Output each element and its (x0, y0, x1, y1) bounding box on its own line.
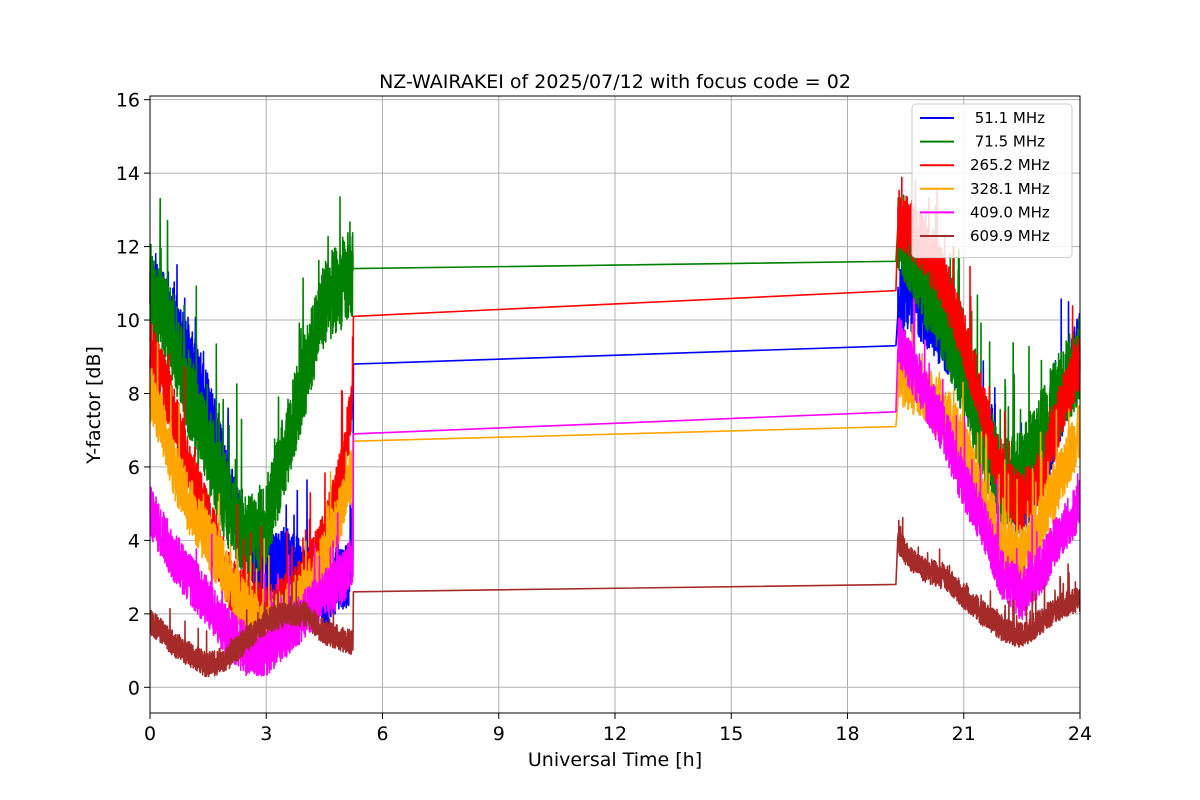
x-axis-label: Universal Time [h] (528, 749, 702, 771)
y-tick-label: 8 (128, 383, 140, 405)
x-tick-label: 15 (719, 723, 743, 745)
y-tick-label: 4 (128, 530, 140, 552)
y-tick-label: 2 (128, 604, 140, 626)
x-tick-label: 12 (603, 723, 627, 745)
y-tick-label: 16 (116, 90, 140, 112)
series-line-409-0-mhz (149, 297, 1081, 677)
legend-label-328-1-mhz: 328.1 MHz (970, 180, 1050, 198)
y-tick-label: 6 (128, 457, 140, 479)
y-tick-label: 12 (116, 237, 140, 259)
legend: 51.1 MHz 71.5 MHz 265.2 MHz 328.1 MHz 409.0… (911, 103, 1073, 259)
x-tick-label: 18 (835, 723, 859, 745)
x-tick-label: 0 (144, 723, 156, 745)
x-tick-label: 3 (260, 723, 272, 745)
y-tick-label: 14 (116, 163, 140, 185)
y-tick-label: 10 (116, 310, 140, 332)
series-line-609-9-mhz (149, 516, 1081, 678)
legend-label-51-1-mhz: 51.1 MHz (970, 109, 1045, 127)
legend-label-609-9-mhz: 609.9 MHz (970, 227, 1050, 245)
series-layer (149, 176, 1081, 678)
y-tick-label: 0 (128, 677, 140, 699)
x-tick-label: 6 (376, 723, 388, 745)
x-tick-label: 9 (493, 723, 505, 745)
legend-label-409-0-mhz: 409.0 MHz (970, 203, 1050, 221)
x-tick-label: 21 (952, 723, 976, 745)
y-axis-label: Y-factor [dB] (83, 346, 105, 465)
chart-title: NZ-WAIRAKEI of 2025/07/12 with focus cod… (379, 71, 851, 93)
legend-label-265-2-mhz: 265.2 MHz (970, 156, 1050, 174)
x-tick-label: 24 (1068, 723, 1092, 745)
legend-label-71-5-mhz: 71.5 MHz (970, 133, 1045, 151)
